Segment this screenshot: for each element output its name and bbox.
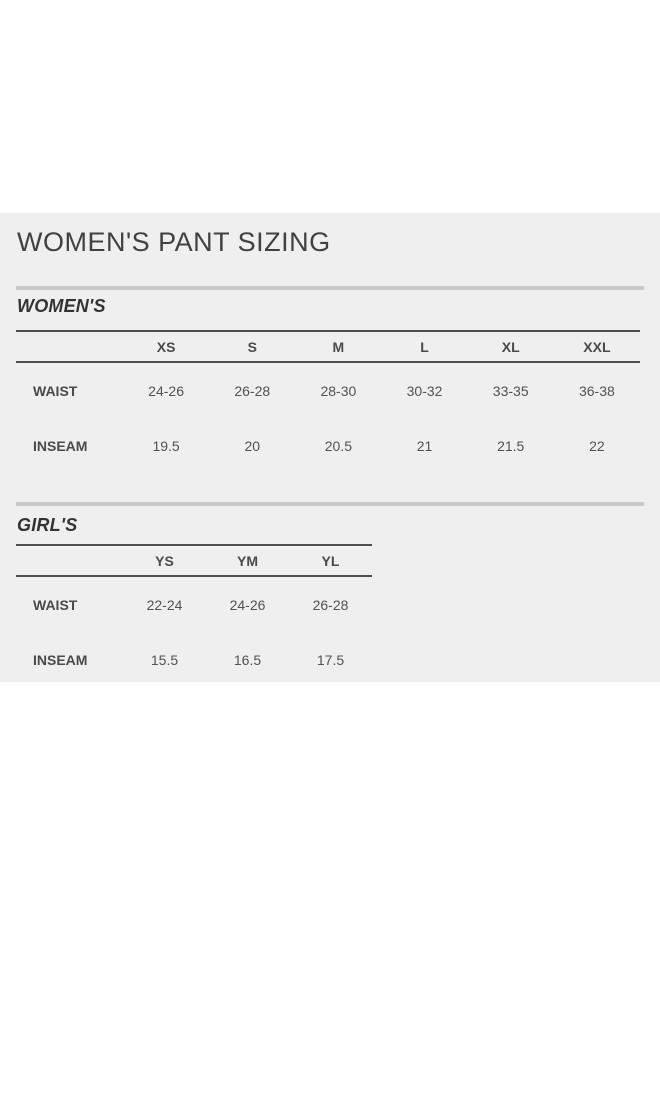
size-cell: 21 [416,438,433,454]
corner-cell [16,331,123,362]
size-cell: 20 [244,438,261,454]
column-header: M [332,338,345,355]
size-section-girls: GIRL'S YS YM YL WAIST 22-24 24-26 26-28 INSEAM 15… [16,502,644,682]
size-cell: 26-28 [312,596,349,613]
size-table-girls: YS YM YL WAIST 22-24 24-26 26-28 INSEAM 15.5 16.5… [16,544,372,682]
column-header: YM [237,552,258,569]
size-cell: 26-28 [234,382,271,399]
size-table-womens: XS S M L XL XXL WAIST 24-26 26-28 28-30 30-32 33-35… [16,330,640,474]
table-row: WAIST 24-26 26-28 28-30 30-32 33-35 36-38 [16,362,640,418]
row-label: INSEAM [33,438,88,454]
header-row: XS S M L XL XXL [16,331,640,362]
size-sections: WOMEN'S XS S M L XL XXL WAIST 24-26 26-28 28-30 30-… [16,286,644,682]
page-title: WOMEN'S PANT SIZING [17,227,331,257]
section-divider [16,502,644,506]
size-cell: 20.5 [324,438,353,454]
corner-cell [16,545,123,576]
section-title: WOMEN'S [17,296,106,316]
size-cell: 22 [589,438,605,454]
header-row: YS YM YL [16,545,372,576]
column-header: L [420,338,429,355]
size-cell: 24-26 [229,596,266,613]
table-row: WAIST 22-24 24-26 26-28 [16,576,372,632]
section-divider [16,286,644,290]
size-cell: 28-30 [320,382,357,399]
row-label: WAIST [33,596,78,613]
size-cell: 17.5 [316,652,345,668]
size-section-womens: WOMEN'S XS S M L XL XXL WAIST 24-26 26-28 28-30 30-… [16,286,644,474]
size-cell: 33-35 [492,382,529,399]
size-cell: 19.5 [152,438,180,454]
column-header: XXL [583,338,611,355]
size-cell: 22-24 [146,596,183,613]
section-title: GIRL'S [17,515,78,535]
size-cell: 24-26 [148,382,184,399]
size-cell: 30-32 [406,382,443,399]
size-cell: 21.5 [497,438,525,454]
size-cell: 16.5 [233,652,262,668]
size-cell: 36-38 [578,382,615,399]
column-header: YL [321,552,340,569]
column-header: XS [156,338,176,355]
size-cell: 15.5 [150,652,179,668]
column-header: YS [155,552,174,569]
sizing-panel: WOMEN'S PANT SIZING WOMEN'S XS S M L XL XXL WAI… [0,213,660,682]
table-row: INSEAM 19.5 20 20.5 21 21.5 22 [16,418,640,474]
table-row: INSEAM 15.5 16.5 17.5 [16,632,372,682]
row-label: INSEAM [33,652,88,668]
row-label: WAIST [33,382,78,399]
column-header: XL [501,338,520,355]
column-header: S [247,338,257,355]
